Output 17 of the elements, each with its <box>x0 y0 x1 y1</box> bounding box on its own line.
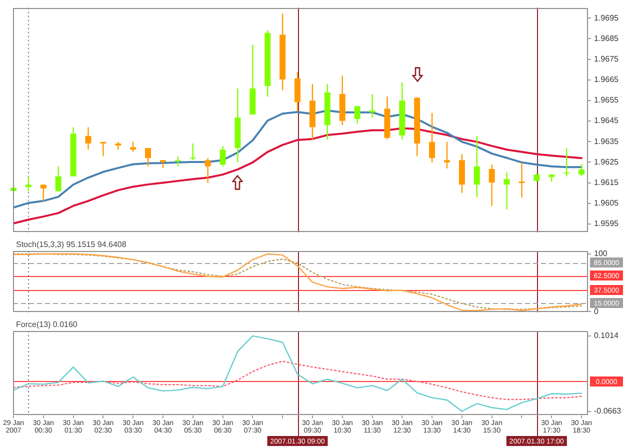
chart-title: Stoch(15,3,3) 95.1515 94.6408 <box>16 240 127 250</box>
y-tick-label: 1.9635 <box>594 136 620 146</box>
y-tick-label: 1.9695 <box>594 13 620 22</box>
y-tick-label: 1.9655 <box>594 96 620 105</box>
y-tick-label: -0.0663 <box>594 406 622 416</box>
y-tick-label: 0.1014 <box>594 330 620 340</box>
y-tick-label: 1.9615 <box>594 178 620 187</box>
y-tick-label: 1.9605 <box>594 198 620 208</box>
chart-title: Force(13) 0.0160 <box>16 320 78 330</box>
y-tick-label: 0 <box>594 306 599 316</box>
y-tick-label: 1.9645 <box>594 116 620 126</box>
y-tick-label: 1.9595 <box>594 219 620 228</box>
y-tick-label: 100 <box>594 249 608 258</box>
y-tick-label: 1.9665 <box>594 75 620 84</box>
y-tick-label: 1.9675 <box>594 54 620 64</box>
y-tick-label: 1.9685 <box>594 34 620 43</box>
y-tick-label: 1.9625 <box>594 157 620 166</box>
